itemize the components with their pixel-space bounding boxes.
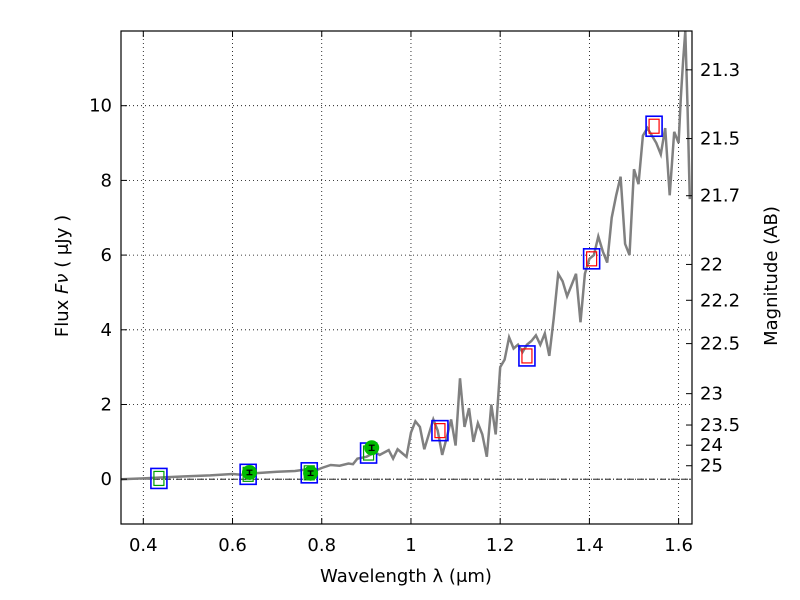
- magnitude-tick-label: 23: [700, 384, 723, 405]
- magnitude-tick-label: 25: [700, 456, 723, 477]
- photometry-box-inner: [648, 118, 660, 134]
- x-tick-label: 1.4: [575, 535, 604, 556]
- magnitude-tick-label: 21.3: [700, 60, 740, 81]
- y-tick-label: 6: [101, 245, 112, 266]
- photometry-box: [518, 345, 536, 367]
- magnitude-tick-label: 23.5: [700, 415, 740, 436]
- y-tick-label: 8: [101, 170, 112, 191]
- data-point: [241, 464, 257, 480]
- photometry-box: [431, 419, 449, 442]
- x-tick-label: 1: [405, 535, 416, 556]
- data-point: [303, 465, 319, 481]
- y-axis-label-right: Magnitude (AB): [761, 206, 782, 346]
- plot-frame: [120, 30, 693, 525]
- x-tick-label: 1.6: [664, 535, 693, 556]
- photometry-box-outer: [431, 419, 449, 442]
- photometry-box-inner: [521, 348, 533, 364]
- magnitude-tick-label: 22.2: [700, 290, 740, 311]
- photometry-box-inner: [434, 423, 446, 439]
- photometry-box-inner: [153, 470, 165, 487]
- photometry-box-inner: [586, 251, 598, 267]
- magnitude-tick-label: 22.5: [700, 334, 740, 355]
- x-tick-label: 0.8: [307, 535, 336, 556]
- y-tick-label: 4: [101, 320, 112, 341]
- magnitude-tick-label: 21.5: [700, 129, 740, 150]
- photometry-box-outer: [150, 467, 168, 490]
- x-tick-label: 0.4: [129, 535, 158, 556]
- y-axis-ticks: 0 2 4 6 8 10: [89, 96, 127, 490]
- magnitude-tick-label: 22: [700, 254, 723, 275]
- photometry-box: [645, 115, 663, 138]
- x-tick-label: 1.2: [486, 535, 515, 556]
- y-tick-label: 10: [89, 96, 112, 117]
- photometry-box: [150, 467, 168, 490]
- y-axis-label-left: Flux Fν ( μJy ): [52, 215, 73, 337]
- photometry-box-outer: [518, 345, 536, 367]
- photometry-box-outer: [645, 115, 663, 138]
- magnitude-tick-label: 24: [700, 435, 723, 456]
- photometry-box: [582, 248, 601, 270]
- y-tick-label: 2: [101, 394, 112, 415]
- spectrum-line: [120, 30, 692, 481]
- y-tick-label: 0: [101, 469, 112, 490]
- x-tick-label: 0.6: [218, 535, 247, 556]
- photometry-boxes: [150, 115, 663, 490]
- x-axis-ticks: 0.4 0.6 0.8 1 1.2 1.4 1.6: [129, 31, 693, 556]
- x-axis-label: Wavelength λ (μm): [320, 566, 492, 587]
- magnitude-tick-label: 21.7: [700, 186, 740, 207]
- data-point: [364, 440, 380, 456]
- photometry-points: [241, 440, 380, 481]
- photometry-box-outer: [582, 248, 601, 270]
